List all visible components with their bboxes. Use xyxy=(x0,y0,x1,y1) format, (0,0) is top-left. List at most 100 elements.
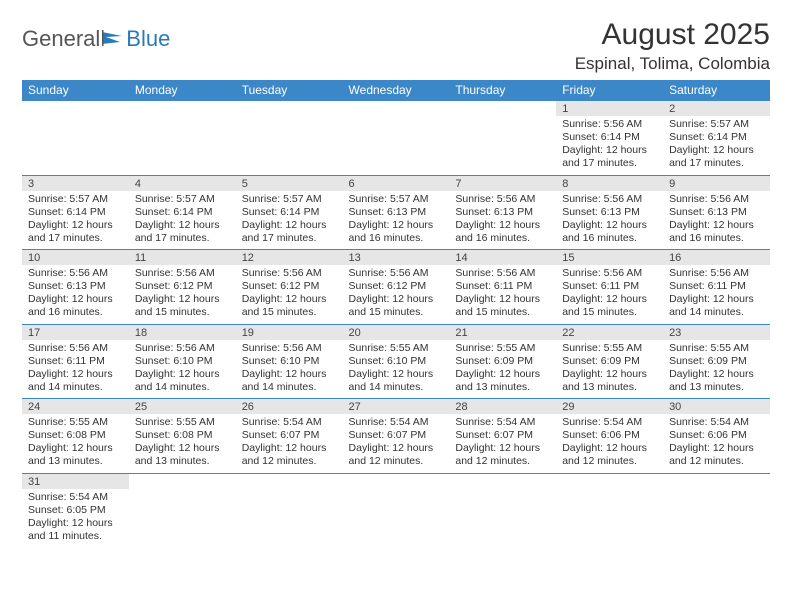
day-number: 15 xyxy=(556,250,663,266)
day-detail-row: Sunrise: 5:54 AMSunset: 6:05 PMDaylight:… xyxy=(22,489,770,548)
day-number: 5 xyxy=(236,175,343,191)
day-number xyxy=(556,473,663,489)
day-detail: Sunrise: 5:54 AMSunset: 6:07 PMDaylight:… xyxy=(449,414,556,473)
day-detail xyxy=(343,116,450,175)
logo-text-1: General xyxy=(22,26,100,52)
day-number: 24 xyxy=(22,399,129,415)
day-number: 22 xyxy=(556,324,663,340)
day-detail: Sunrise: 5:56 AMSunset: 6:13 PMDaylight:… xyxy=(556,191,663,250)
day-detail: Sunrise: 5:56 AMSunset: 6:11 PMDaylight:… xyxy=(663,265,770,324)
title-block: August 2025 Espinal, Tolima, Colombia xyxy=(575,18,770,74)
weekday-header: Monday xyxy=(129,80,236,101)
day-detail-row: Sunrise: 5:56 AMSunset: 6:11 PMDaylight:… xyxy=(22,340,770,399)
day-detail: Sunrise: 5:55 AMSunset: 6:09 PMDaylight:… xyxy=(449,340,556,399)
day-detail: Sunrise: 5:57 AMSunset: 6:13 PMDaylight:… xyxy=(343,191,450,250)
day-detail: Sunrise: 5:55 AMSunset: 6:08 PMDaylight:… xyxy=(129,414,236,473)
day-number xyxy=(449,473,556,489)
day-detail xyxy=(22,116,129,175)
logo-text-2: Blue xyxy=(126,26,170,52)
day-number: 1 xyxy=(556,101,663,117)
day-detail: Sunrise: 5:56 AMSunset: 6:13 PMDaylight:… xyxy=(22,265,129,324)
day-detail: Sunrise: 5:54 AMSunset: 6:06 PMDaylight:… xyxy=(556,414,663,473)
day-detail: Sunrise: 5:55 AMSunset: 6:09 PMDaylight:… xyxy=(663,340,770,399)
day-number: 4 xyxy=(129,175,236,191)
day-number-row: 10111213141516 xyxy=(22,250,770,266)
day-number-row: 12 xyxy=(22,101,770,117)
flag-icon xyxy=(102,26,124,52)
day-number: 28 xyxy=(449,399,556,415)
day-detail-row: Sunrise: 5:57 AMSunset: 6:14 PMDaylight:… xyxy=(22,191,770,250)
day-detail xyxy=(236,116,343,175)
day-detail xyxy=(449,489,556,548)
day-detail xyxy=(129,116,236,175)
day-detail xyxy=(556,489,663,548)
day-number: 19 xyxy=(236,324,343,340)
day-number: 20 xyxy=(343,324,450,340)
day-detail xyxy=(343,489,450,548)
day-number: 7 xyxy=(449,175,556,191)
day-detail-row: Sunrise: 5:56 AMSunset: 6:14 PMDaylight:… xyxy=(22,116,770,175)
day-detail: Sunrise: 5:56 AMSunset: 6:11 PMDaylight:… xyxy=(22,340,129,399)
day-number xyxy=(129,101,236,117)
day-number xyxy=(663,473,770,489)
day-detail: Sunrise: 5:57 AMSunset: 6:14 PMDaylight:… xyxy=(236,191,343,250)
day-number-row: 3456789 xyxy=(22,175,770,191)
day-number xyxy=(22,101,129,117)
day-number-row: 17181920212223 xyxy=(22,324,770,340)
day-detail: Sunrise: 5:55 AMSunset: 6:10 PMDaylight:… xyxy=(343,340,450,399)
day-detail xyxy=(663,489,770,548)
day-detail: Sunrise: 5:56 AMSunset: 6:10 PMDaylight:… xyxy=(236,340,343,399)
day-number: 14 xyxy=(449,250,556,266)
day-detail xyxy=(236,489,343,548)
day-detail: Sunrise: 5:56 AMSunset: 6:13 PMDaylight:… xyxy=(449,191,556,250)
day-detail: Sunrise: 5:55 AMSunset: 6:08 PMDaylight:… xyxy=(22,414,129,473)
day-number: 13 xyxy=(343,250,450,266)
day-number: 23 xyxy=(663,324,770,340)
weekday-header: Friday xyxy=(556,80,663,101)
day-number: 17 xyxy=(22,324,129,340)
day-number: 11 xyxy=(129,250,236,266)
day-number: 18 xyxy=(129,324,236,340)
day-detail: Sunrise: 5:57 AMSunset: 6:14 PMDaylight:… xyxy=(129,191,236,250)
day-number xyxy=(343,101,450,117)
weekday-header: Tuesday xyxy=(236,80,343,101)
day-number: 6 xyxy=(343,175,450,191)
day-detail: Sunrise: 5:56 AMSunset: 6:13 PMDaylight:… xyxy=(663,191,770,250)
day-number: 21 xyxy=(449,324,556,340)
day-detail: Sunrise: 5:56 AMSunset: 6:12 PMDaylight:… xyxy=(236,265,343,324)
day-number-row: 31 xyxy=(22,473,770,489)
location: Espinal, Tolima, Colombia xyxy=(575,54,770,74)
day-detail: Sunrise: 5:57 AMSunset: 6:14 PMDaylight:… xyxy=(22,191,129,250)
weekday-header: Sunday xyxy=(22,80,129,101)
day-number-row: 24252627282930 xyxy=(22,399,770,415)
day-detail: Sunrise: 5:54 AMSunset: 6:07 PMDaylight:… xyxy=(343,414,450,473)
day-number: 2 xyxy=(663,101,770,117)
day-detail-row: Sunrise: 5:55 AMSunset: 6:08 PMDaylight:… xyxy=(22,414,770,473)
day-number: 25 xyxy=(129,399,236,415)
day-detail: Sunrise: 5:56 AMSunset: 6:10 PMDaylight:… xyxy=(129,340,236,399)
day-number: 27 xyxy=(343,399,450,415)
day-detail: Sunrise: 5:55 AMSunset: 6:09 PMDaylight:… xyxy=(556,340,663,399)
day-number xyxy=(449,101,556,117)
day-detail: Sunrise: 5:56 AMSunset: 6:12 PMDaylight:… xyxy=(129,265,236,324)
day-number: 29 xyxy=(556,399,663,415)
day-detail: Sunrise: 5:54 AMSunset: 6:05 PMDaylight:… xyxy=(22,489,129,548)
weekday-header: Saturday xyxy=(663,80,770,101)
header: General Blue August 2025 Espinal, Tolima… xyxy=(22,18,770,74)
month-title: August 2025 xyxy=(575,18,770,52)
day-number: 12 xyxy=(236,250,343,266)
calendar-table: Sunday Monday Tuesday Wednesday Thursday… xyxy=(22,80,770,547)
day-detail: Sunrise: 5:56 AMSunset: 6:12 PMDaylight:… xyxy=(343,265,450,324)
day-number: 9 xyxy=(663,175,770,191)
day-number xyxy=(236,473,343,489)
day-number xyxy=(236,101,343,117)
weekday-header-row: Sunday Monday Tuesday Wednesday Thursday… xyxy=(22,80,770,101)
day-detail: Sunrise: 5:56 AMSunset: 6:11 PMDaylight:… xyxy=(556,265,663,324)
day-number: 3 xyxy=(22,175,129,191)
day-detail xyxy=(449,116,556,175)
day-number: 8 xyxy=(556,175,663,191)
weekday-header: Thursday xyxy=(449,80,556,101)
day-detail-row: Sunrise: 5:56 AMSunset: 6:13 PMDaylight:… xyxy=(22,265,770,324)
day-detail: Sunrise: 5:56 AMSunset: 6:11 PMDaylight:… xyxy=(449,265,556,324)
logo: General Blue xyxy=(22,18,170,52)
